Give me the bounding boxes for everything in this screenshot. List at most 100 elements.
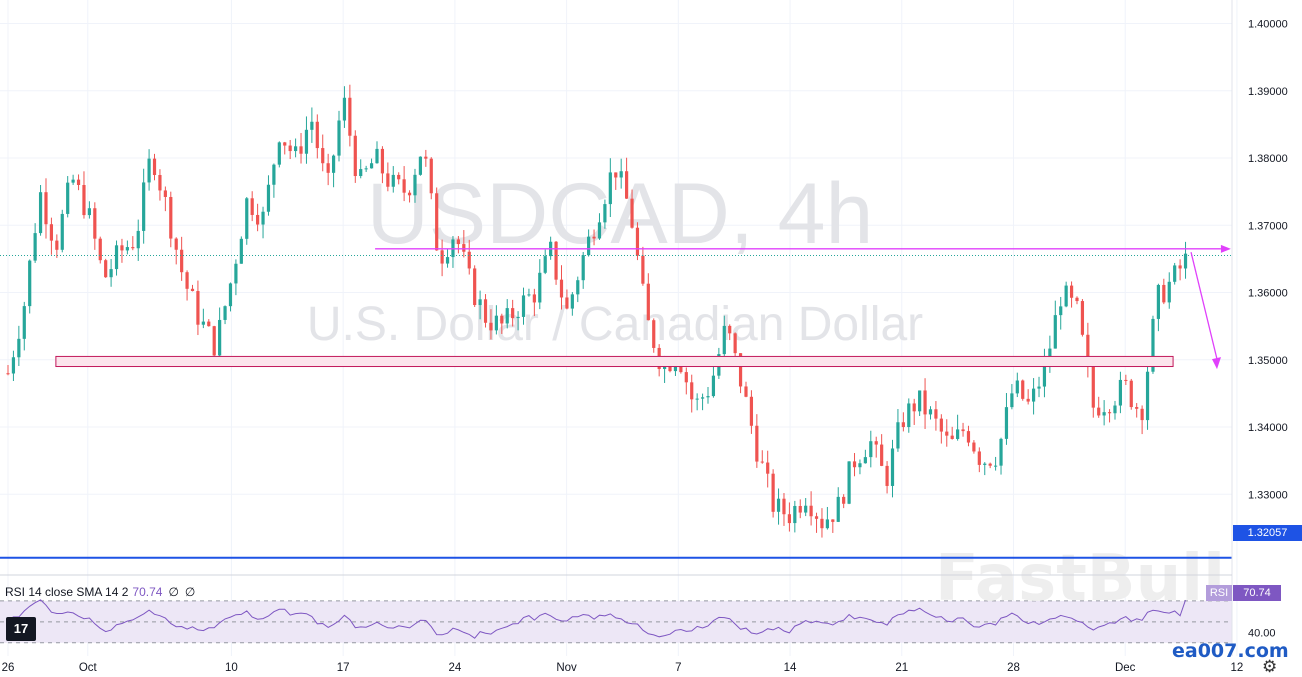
candle-body	[359, 169, 363, 177]
tradingview-logo[interactable]: 17	[6, 617, 36, 641]
watermark-symbol: USDCAD, 4h	[367, 166, 874, 262]
candle-body	[326, 163, 330, 173]
candle-body	[473, 268, 477, 306]
candle-body	[999, 438, 1003, 466]
candle-body	[918, 390, 922, 412]
candle-body	[131, 247, 135, 249]
time-tick-label: 28	[1007, 662, 1020, 674]
candle-body	[1145, 371, 1150, 421]
candle-body	[554, 241, 558, 280]
candle-body	[1053, 315, 1057, 349]
candle-body	[706, 396, 710, 398]
candle-body	[321, 148, 325, 164]
watermark-instrument-name: U.S. Dollar / Canadian Dollar	[307, 298, 923, 351]
candle-body	[1059, 306, 1063, 316]
candle-body	[521, 295, 526, 317]
candle-body	[288, 145, 292, 152]
candle-body	[413, 174, 417, 196]
candle-body	[104, 260, 108, 278]
candle-body	[1021, 380, 1025, 399]
time-tick-label: 7	[675, 662, 681, 674]
candle-body	[114, 245, 119, 270]
candle-body	[1124, 379, 1128, 381]
candle-body	[369, 163, 374, 169]
rsi-value-tag: 70.74	[1233, 585, 1281, 601]
candle-body	[1151, 318, 1155, 372]
candle-body	[348, 97, 352, 136]
time-tick-label: 10	[225, 662, 238, 674]
candle-body	[630, 198, 634, 228]
candle-body	[283, 142, 287, 146]
candle-body	[60, 213, 64, 250]
time-tick-label: 14	[784, 662, 797, 674]
candle-body	[256, 214, 260, 225]
candle-body	[180, 249, 184, 273]
candle-body	[738, 353, 743, 387]
candle-body	[587, 236, 591, 256]
candle-body	[342, 97, 347, 121]
candle-body	[820, 518, 824, 529]
candle-body	[239, 238, 243, 264]
candle-body	[6, 373, 10, 375]
candle-body	[722, 325, 726, 355]
rsi-line	[7, 599, 1186, 639]
candle-body	[462, 244, 466, 252]
candle-body	[858, 463, 862, 468]
candle-body	[1042, 362, 1047, 387]
rsi-pane	[0, 600, 1232, 644]
candle-body	[646, 283, 650, 321]
candle-body	[1075, 297, 1079, 302]
chart-drawings	[0, 244, 1232, 559]
candle-body	[402, 179, 406, 193]
candle-body	[445, 257, 450, 264]
candle-body	[928, 409, 933, 415]
candle-body	[163, 190, 167, 197]
candle-body	[152, 158, 157, 176]
candle-body	[994, 465, 998, 467]
candle-body	[331, 155, 336, 173]
candle-body	[890, 448, 895, 486]
candle-body	[250, 198, 254, 215]
rsi-legend[interactable]: RSI 14 close SMA 14 2 70.74 ∅ ∅	[5, 585, 195, 599]
price-axis[interactable]: 1.40000 1.39000 1.38000 1.37000 1.36000 1.350…	[1248, 19, 1288, 640]
candle-body	[527, 294, 531, 296]
candle-body	[201, 321, 205, 325]
candle-body	[1183, 253, 1188, 269]
candle-body	[1107, 412, 1112, 414]
candle-body	[478, 299, 482, 306]
price-tick-label: 1.39000	[1248, 86, 1288, 98]
candle-body	[700, 397, 705, 399]
candle-body	[440, 250, 444, 264]
candle-body	[261, 211, 265, 225]
price-tick-label: 1.33000	[1248, 489, 1288, 501]
candle-body	[912, 403, 916, 412]
candle-body	[1156, 284, 1160, 319]
price-tick-label: 1.40000	[1248, 19, 1288, 31]
support-zone	[55, 355, 1174, 368]
candle-body	[608, 172, 612, 205]
candle-body	[304, 129, 309, 154]
rsi-legend-name: RSI 14 close SMA 14 2	[5, 585, 129, 599]
candle-body	[38, 192, 43, 234]
candle-body	[939, 418, 943, 432]
candle-body	[1140, 408, 1144, 421]
gear-icon[interactable]: ⚙	[1262, 657, 1278, 676]
candle-body	[565, 297, 569, 309]
time-axis[interactable]: 26 Oct 10 17 24 Nov 7 14 21 28 Dec 12	[2, 662, 1244, 674]
candle-body	[1086, 334, 1090, 366]
candle-body	[266, 184, 271, 212]
brand-label: ea007.com	[1172, 640, 1289, 662]
candle-body	[744, 386, 748, 397]
candle-body	[543, 256, 547, 273]
candle-body	[977, 451, 981, 465]
candle-body	[728, 325, 732, 334]
candle-body	[505, 308, 509, 324]
candle-body	[966, 431, 971, 443]
candle-body	[93, 208, 97, 239]
candle-body	[489, 322, 493, 331]
candle-body	[831, 519, 835, 522]
resistance-arrowhead	[1220, 244, 1231, 253]
candle-body	[136, 230, 140, 249]
candle-body	[375, 148, 379, 164]
